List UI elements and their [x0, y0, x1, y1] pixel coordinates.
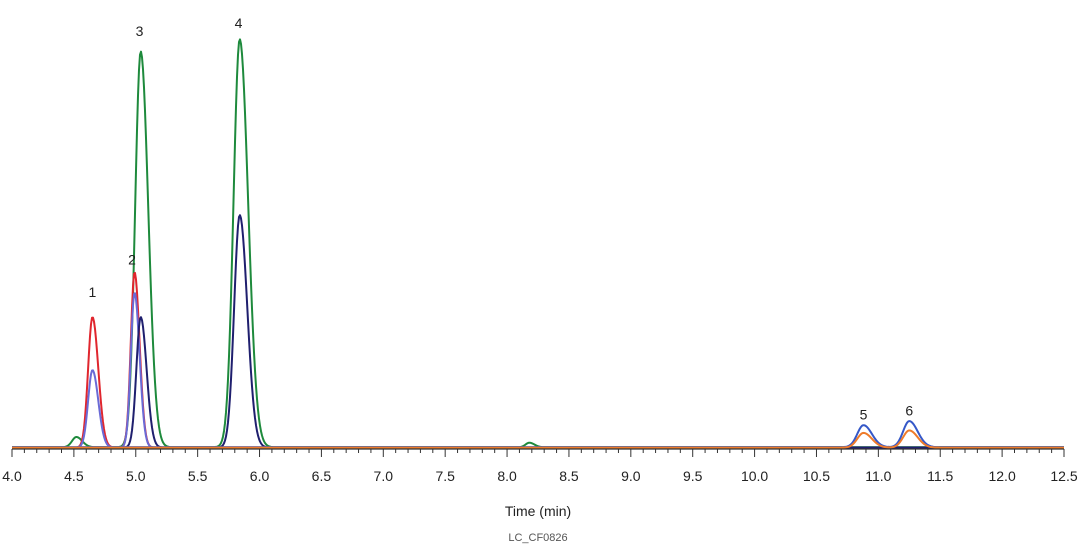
x-tick-label: 12.0 — [988, 468, 1015, 484]
x-tick-label: 6.0 — [250, 468, 270, 484]
peak-label: 2 — [128, 251, 136, 267]
x-tick-label: 8.5 — [559, 468, 579, 484]
peak-label: 4 — [235, 15, 243, 31]
peak-label: 5 — [860, 406, 868, 422]
x-tick-label: 7.5 — [435, 468, 455, 484]
figure-caption: LC_CF0826 — [508, 532, 567, 544]
series-trace-2 — [12, 271, 1064, 449]
x-axis-title: Time (min) — [505, 503, 571, 519]
x-tick-label: 10.0 — [741, 468, 768, 484]
x-tick-label: 9.0 — [621, 468, 641, 484]
x-axis-ticks: 4.0 4.5 5.0 5.5 6.0 6.5 7.0 7.5 8.0 8.5 9.0 9.5 10.0… — [2, 449, 1078, 484]
series-trace-6 — [12, 429, 1064, 449]
peak-label: 1 — [89, 284, 97, 300]
x-tick-label: 4.0 — [2, 468, 22, 484]
x-tick-label: 10.5 — [803, 468, 830, 484]
x-tick-label: 8.0 — [497, 468, 517, 484]
x-tick-label: 7.0 — [374, 468, 394, 484]
x-tick-label: 5.0 — [126, 468, 146, 484]
peak-label: 3 — [136, 23, 144, 39]
x-tick-label: 11.0 — [865, 468, 891, 484]
x-tick-label: 4.5 — [64, 468, 84, 484]
x-tick-label: 12.5 — [1050, 468, 1077, 484]
x-tick-label: 5.5 — [188, 468, 208, 484]
x-tick-label: 6.5 — [312, 468, 332, 484]
series-trace-1 — [12, 38, 1064, 449]
x-tick-label: 11.5 — [927, 468, 953, 484]
x-tick-label: 9.5 — [683, 468, 703, 484]
series-layer — [12, 38, 1064, 449]
peak-label: 6 — [905, 402, 913, 418]
peak-label-layer: 1 2 3 4 5 6 — [89, 15, 914, 423]
